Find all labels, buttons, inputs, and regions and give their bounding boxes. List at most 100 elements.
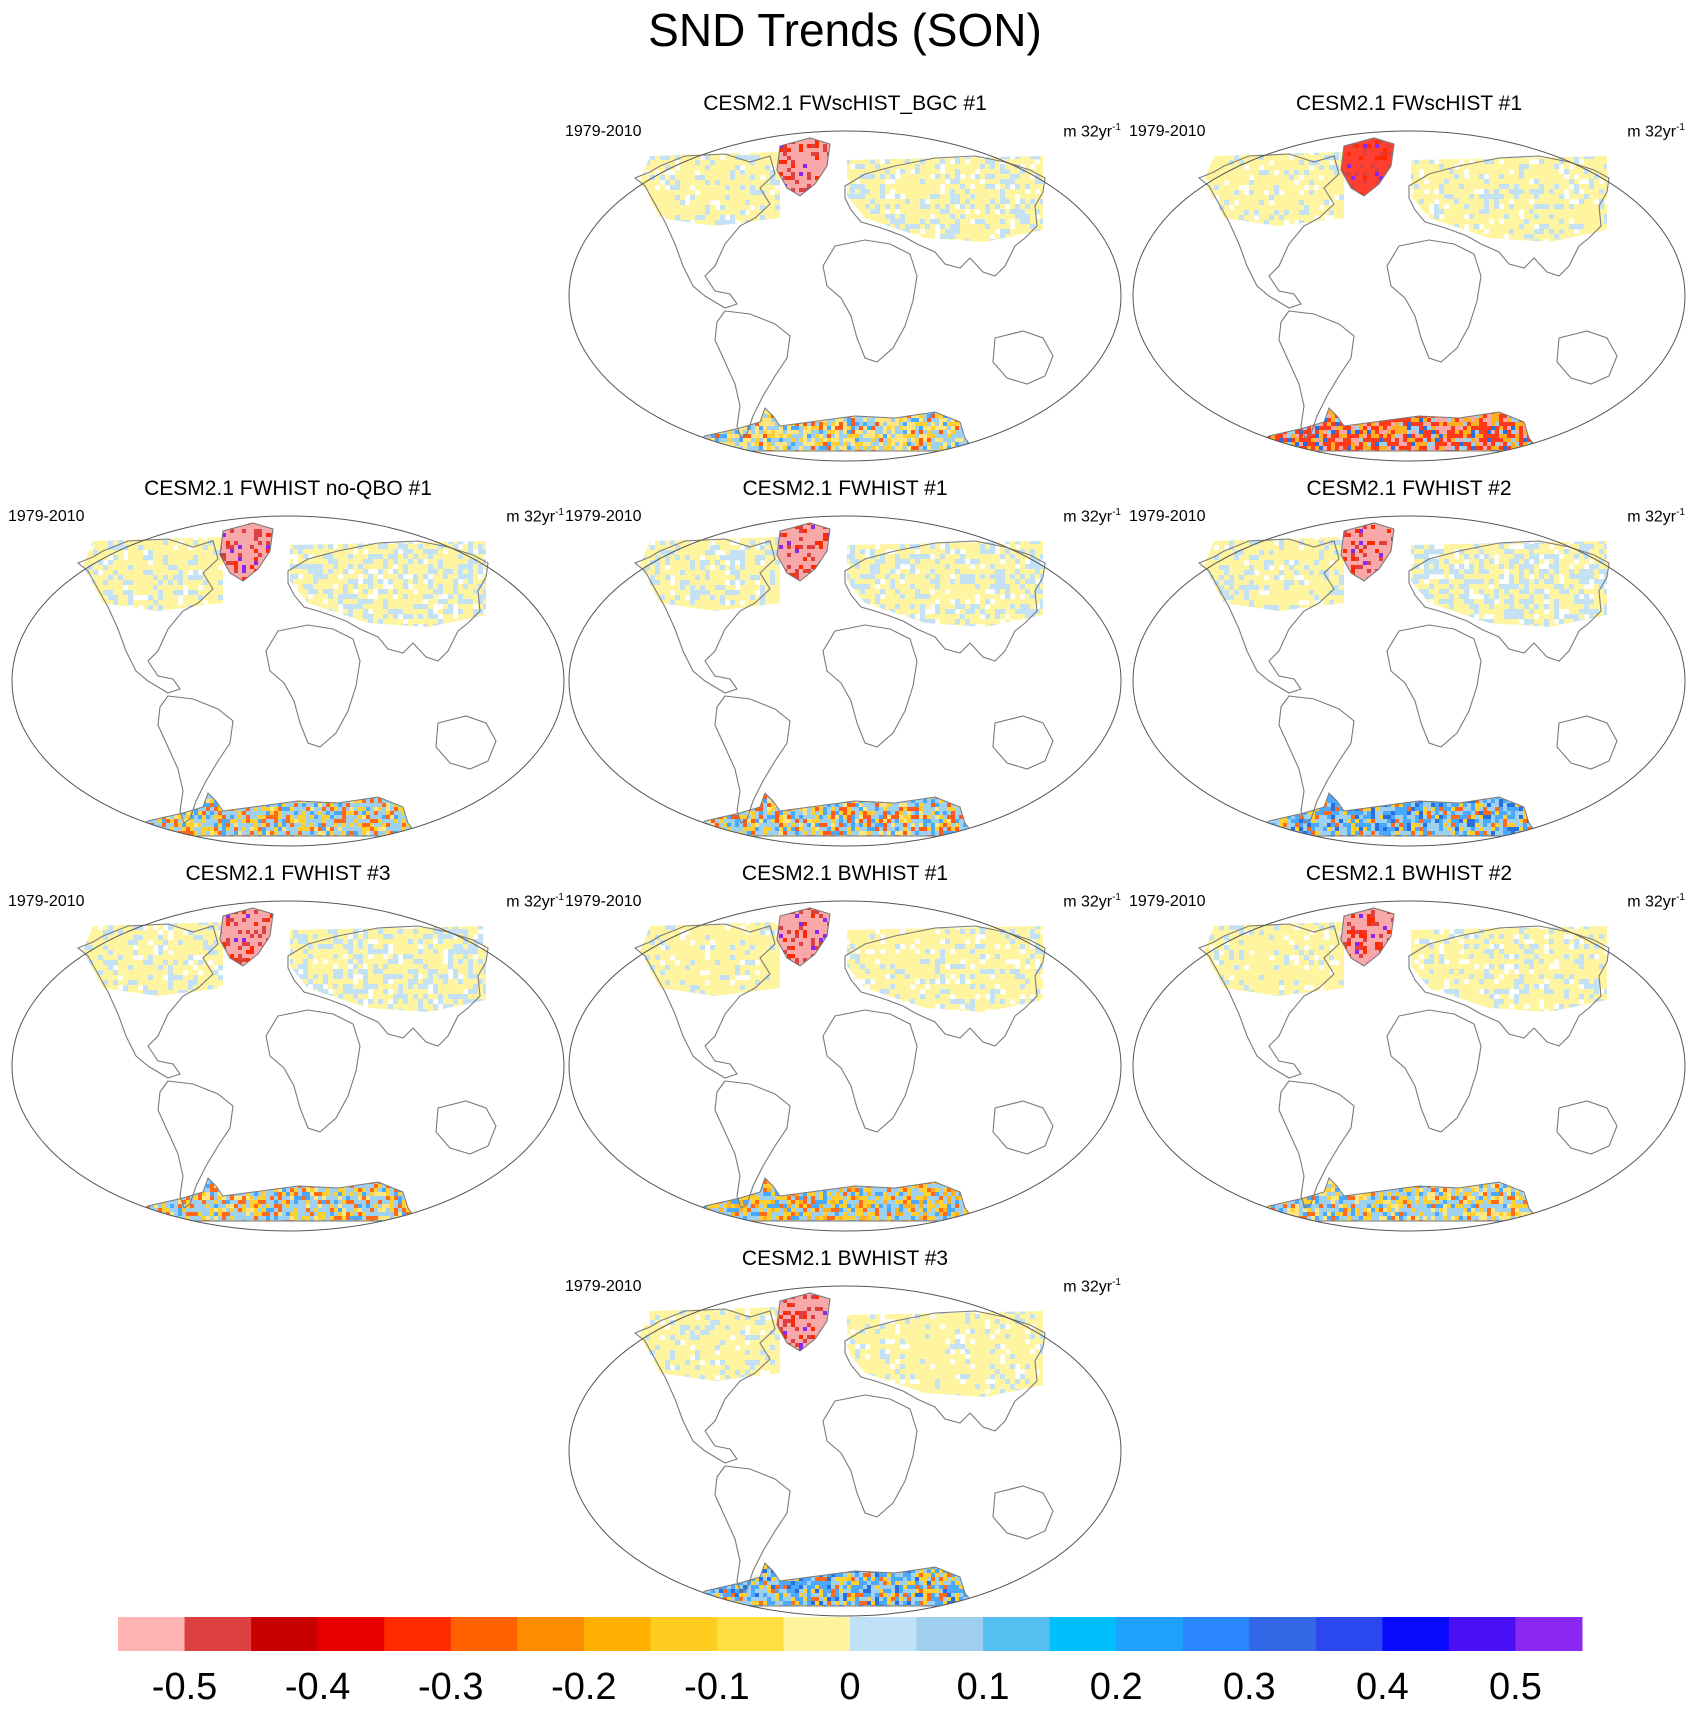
colorbar-swatch xyxy=(450,1617,518,1651)
eurasia-coastline xyxy=(844,1310,1046,1432)
colorbar-swatch xyxy=(1049,1617,1117,1651)
africa-coastline xyxy=(1386,1009,1482,1133)
map-boundary xyxy=(568,130,1122,462)
antarctica-coastline xyxy=(681,1177,977,1222)
panel-period: 1979-2010 xyxy=(1129,122,1206,142)
colorbar-swatch xyxy=(118,1617,186,1651)
eurasia-coastline xyxy=(287,925,489,1047)
colorbar-swatch xyxy=(1315,1617,1383,1651)
panel-units: m 32yr-1 xyxy=(506,503,564,527)
colorbar-swatch xyxy=(916,1617,984,1651)
world-map xyxy=(568,130,1122,462)
colorbar-swatch xyxy=(1249,1617,1317,1651)
australia-coastline xyxy=(992,715,1054,770)
panel-units: m 32yr-1 xyxy=(1627,118,1685,142)
world-map xyxy=(1132,900,1686,1232)
namerica-coastline xyxy=(76,923,219,1079)
africa-coastline xyxy=(265,624,361,748)
colorbar-swatch xyxy=(1382,1617,1450,1651)
australia-coastline xyxy=(992,330,1054,385)
map-panel: CESM2.1 BWHIST #2 1979-2010 m 32yr-1 xyxy=(1129,862,1689,1232)
colorbar-swatch xyxy=(1182,1617,1250,1651)
australia-coastline xyxy=(992,1485,1054,1540)
africa-coastline xyxy=(822,1394,918,1518)
australia-coastline xyxy=(992,1100,1054,1155)
map-panel: CESM2.1 FWHIST #1 1979-2010 m 32yr-1 xyxy=(565,477,1125,847)
greenland-coastline xyxy=(1340,137,1395,197)
panel-period: 1979-2010 xyxy=(565,122,642,142)
samerica-coastline xyxy=(1278,695,1355,824)
map-panel: CESM2.1 FWHIST #3 1979-2010 m 32yr-1 xyxy=(8,862,568,1232)
colorbar-swatch xyxy=(583,1617,651,1651)
panel-units: m 32yr-1 xyxy=(1063,1273,1121,1297)
greenland-coastline xyxy=(776,1292,831,1352)
panel-units: m 32yr-1 xyxy=(1063,118,1121,142)
samerica-coastline xyxy=(157,695,234,824)
greenland-coastline xyxy=(776,907,831,967)
map-boundary xyxy=(568,515,1122,847)
world-map xyxy=(1132,515,1686,847)
panel-units: m 32yr-1 xyxy=(1063,888,1121,912)
map-boundary xyxy=(1132,130,1686,462)
africa-coastline xyxy=(1386,239,1482,363)
panel-period: 1979-2010 xyxy=(8,892,85,912)
samerica-coastline xyxy=(1278,310,1355,439)
colorbar-swatch xyxy=(1448,1617,1516,1651)
colorbar-tick-label: -0.3 xyxy=(418,1667,483,1707)
map-boundary xyxy=(1132,515,1686,847)
panel-period: 1979-2010 xyxy=(565,507,642,527)
colorbar-tick-label: -0.1 xyxy=(684,1667,749,1707)
africa-coastline xyxy=(822,239,918,363)
world-map xyxy=(568,515,1122,847)
greenland-coastline xyxy=(219,522,274,582)
colorbar-swatch xyxy=(783,1617,851,1651)
panel-title: CESM2.1 FWHIST #1 xyxy=(565,477,1125,501)
samerica-coastline xyxy=(157,1080,234,1209)
world-map xyxy=(11,900,565,1232)
colorbar-swatch xyxy=(251,1617,319,1651)
greenland-coastline xyxy=(1340,522,1395,582)
panel-title: CESM2.1 BWHIST #1 xyxy=(565,862,1125,886)
panel-period: 1979-2010 xyxy=(1129,892,1206,912)
namerica-coastline xyxy=(1197,153,1340,309)
australia-coastline xyxy=(435,1100,497,1155)
panel-title: CESM2.1 BWHIST #3 xyxy=(565,1247,1125,1271)
panel-period: 1979-2010 xyxy=(565,1277,642,1297)
antarctica-coastline xyxy=(681,792,977,837)
colorbar-swatch xyxy=(1116,1617,1184,1651)
australia-coastline xyxy=(1556,330,1618,385)
antarctica-coastline xyxy=(1245,1177,1541,1222)
namerica-coastline xyxy=(1197,923,1340,1079)
figure-title: SND Trends (SON) xyxy=(0,2,1690,58)
africa-coastline xyxy=(822,624,918,748)
antarctica-coastline xyxy=(124,1177,420,1222)
samerica-coastline xyxy=(714,1080,791,1209)
samerica-coastline xyxy=(714,695,791,824)
map-boundary xyxy=(11,900,565,1232)
colorbar-tick-label: 0 xyxy=(839,1667,860,1707)
eurasia-coastline xyxy=(1408,925,1610,1047)
namerica-coastline xyxy=(633,1308,776,1464)
map-panel: CESM2.1 FWHIST #2 1979-2010 m 32yr-1 xyxy=(1129,477,1689,847)
world-map xyxy=(1132,130,1686,462)
antarctica-coastline xyxy=(1245,792,1541,837)
eurasia-coastline xyxy=(287,540,489,662)
eurasia-coastline xyxy=(1408,540,1610,662)
colorbar-swatch xyxy=(983,1617,1051,1651)
colorbar-swatch xyxy=(517,1617,585,1651)
greenland-coastline xyxy=(219,907,274,967)
map-boundary xyxy=(1132,900,1686,1232)
colorbar-tick-label: -0.5 xyxy=(152,1667,217,1707)
map-boundary xyxy=(568,900,1122,1232)
samerica-coastline xyxy=(1278,1080,1355,1209)
panel-period: 1979-2010 xyxy=(565,892,642,912)
panel-units: m 32yr-1 xyxy=(1627,888,1685,912)
colorbar-tick-label: 0.1 xyxy=(957,1667,1010,1707)
map-panel: CESM2.1 FWscHIST #1 1979-2010 m 32yr-1 xyxy=(1129,92,1689,462)
panel-title: CESM2.1 BWHIST #2 xyxy=(1129,862,1689,886)
map-panel: CESM2.1 BWHIST #3 1979-2010 m 32yr-1 xyxy=(565,1247,1125,1617)
colorbar-swatch xyxy=(850,1617,918,1651)
colorbar-swatch xyxy=(650,1617,718,1651)
map-boundary xyxy=(568,1285,1122,1617)
map-panel: CESM2.1 FWHIST no-QBO #1 1979-2010 m 32yr-… xyxy=(8,477,568,847)
